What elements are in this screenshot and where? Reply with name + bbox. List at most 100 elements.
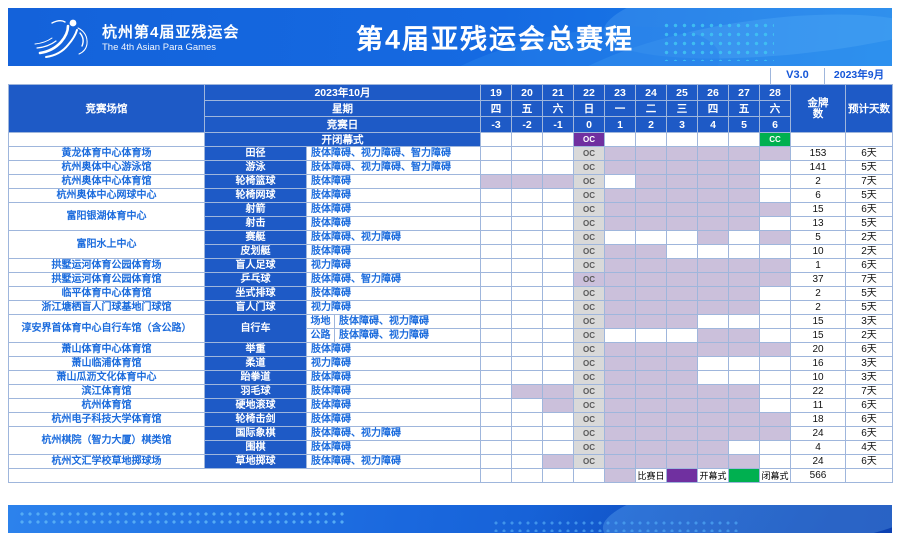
scheduled-day-cell bbox=[604, 286, 636, 301]
oc-day-cell: OC bbox=[573, 244, 605, 259]
legend-matchday-swatch bbox=[604, 468, 636, 483]
date-header-28: 28 bbox=[759, 84, 791, 101]
date-header-25: 25 bbox=[666, 84, 698, 101]
empty-day-cell bbox=[542, 440, 574, 455]
weekday-header-28: 六 bbox=[759, 100, 791, 117]
sport-cell: 自行车 bbox=[204, 314, 307, 343]
empty-day-cell bbox=[542, 426, 574, 441]
empty-day-cell bbox=[759, 300, 791, 315]
scheduled-day-cell bbox=[604, 370, 636, 385]
empty-day-cell bbox=[480, 216, 512, 231]
empty-day-cell bbox=[480, 342, 512, 357]
category-cell: 肢体障碍 bbox=[306, 398, 481, 413]
oc-day-cell: OC bbox=[573, 454, 605, 469]
empty-day-cell bbox=[480, 370, 512, 385]
empty-day-cell bbox=[511, 286, 543, 301]
date-header-23: 23 bbox=[604, 84, 636, 101]
competition-day-number-25: 3 bbox=[666, 116, 698, 133]
scheduled-day-cell bbox=[728, 426, 760, 441]
venue-cell: 杭州棋院（智力大厦）棋类馆 bbox=[8, 426, 205, 455]
scheduled-day-cell bbox=[697, 412, 729, 427]
oc-day-cell: OC bbox=[573, 440, 605, 455]
ceremony-day-cell bbox=[604, 132, 636, 147]
empty-day-cell bbox=[728, 244, 760, 259]
ceremony-day-cell bbox=[666, 132, 698, 147]
empty-day-cell bbox=[511, 258, 543, 273]
competition-day-number-23: 1 bbox=[604, 116, 636, 133]
oc-day-cell: OC bbox=[573, 342, 605, 357]
empty-day-cell bbox=[511, 440, 543, 455]
sport-cell: 举重 bbox=[204, 342, 307, 357]
estimated-days-cell: 6天 bbox=[845, 412, 893, 427]
estimated-days-cell: 6天 bbox=[845, 258, 893, 273]
weekday-row-label: 星期 bbox=[204, 100, 481, 117]
publish-date: 2023年9月 bbox=[833, 69, 885, 81]
gold-count-cell: 20 bbox=[790, 342, 846, 357]
empty-day-cell bbox=[480, 454, 512, 469]
empty-day-cell bbox=[666, 244, 698, 259]
scheduled-day-cell bbox=[604, 426, 636, 441]
oc-day-cell: OC bbox=[573, 300, 605, 315]
empty-day-cell bbox=[480, 272, 512, 287]
scheduled-day-cell bbox=[604, 342, 636, 357]
scheduled-day-cell bbox=[604, 188, 636, 203]
empty-day-cell bbox=[759, 454, 791, 469]
scheduled-day-cell bbox=[759, 342, 791, 357]
legend-left-blank bbox=[8, 468, 481, 483]
category-cell: 肢体障碍 bbox=[306, 216, 481, 231]
venue-cell: 杭州奥体中心游泳馆 bbox=[8, 160, 205, 175]
scheduled-day-cell bbox=[666, 216, 698, 231]
date-header-27: 27 bbox=[728, 84, 760, 101]
scheduled-day-cell bbox=[635, 286, 667, 301]
oc-day-cell: OC bbox=[573, 370, 605, 385]
scheduled-day-cell bbox=[697, 230, 729, 245]
venue-cell: 富阳水上中心 bbox=[8, 230, 205, 259]
logo-text-block: 杭州第4届亚残运会 The 4th Asian Para Games bbox=[102, 23, 239, 54]
scheduled-day-cell bbox=[697, 202, 729, 217]
venue-cell: 黄龙体育中心体育场 bbox=[8, 146, 205, 161]
estimated-days-cell: 2天 bbox=[845, 230, 893, 245]
weekday-header-24: 二 bbox=[635, 100, 667, 117]
scheduled-day-cell bbox=[728, 272, 760, 287]
ceremony-day-cell bbox=[511, 132, 543, 147]
scheduled-day-cell bbox=[635, 202, 667, 217]
category-cell: 肢体障碍、视力障碍 bbox=[306, 230, 481, 245]
sport-cell: 坐式排球 bbox=[204, 286, 307, 301]
scheduled-day-cell bbox=[666, 174, 698, 189]
category-cell: 肢体障碍、视力障碍 bbox=[306, 426, 481, 441]
scheduled-day-cell bbox=[728, 342, 760, 357]
scheduled-day-cell bbox=[635, 146, 667, 161]
oc-day-cell: OC bbox=[573, 174, 605, 189]
sport-cell: 柔道 bbox=[204, 356, 307, 371]
sport-cell: 围棋 bbox=[204, 440, 307, 455]
scheduled-day-cell bbox=[635, 342, 667, 357]
scheduled-day-cell bbox=[728, 174, 760, 189]
scheduled-day-cell bbox=[666, 398, 698, 413]
sport-cell: 田径 bbox=[204, 146, 307, 161]
dot-pattern-decoration bbox=[662, 21, 774, 61]
scheduled-day-cell bbox=[635, 244, 667, 259]
schedule-table: 竞赛场馆 2023年10月 19 20 21 22 23 24 25 26 27 28 金牌 数预计天数… bbox=[8, 84, 893, 483]
empty-day-cell bbox=[511, 314, 543, 329]
scheduled-day-cell bbox=[666, 160, 698, 175]
scheduled-day-cell bbox=[604, 412, 636, 427]
scheduled-day-cell bbox=[666, 258, 698, 273]
empty-day-cell bbox=[511, 202, 543, 217]
scheduled-day-cell bbox=[635, 216, 667, 231]
scheduled-day-cell bbox=[697, 300, 729, 315]
estimated-days-cell: 7天 bbox=[845, 272, 893, 287]
empty-day-cell bbox=[480, 188, 512, 203]
scheduled-day-cell bbox=[697, 272, 729, 287]
empty-day-cell bbox=[542, 230, 574, 245]
oc-day-cell: OC bbox=[573, 216, 605, 231]
oc-day-cell: OC bbox=[573, 426, 605, 441]
empty-day-cell bbox=[542, 244, 574, 259]
estimated-days-header: 预计天数 bbox=[845, 84, 893, 133]
scheduled-day-cell bbox=[542, 398, 574, 413]
gold-count-cell: 24 bbox=[790, 426, 846, 441]
empty-day-cell bbox=[542, 286, 574, 301]
gold-count-cell: 2 bbox=[790, 286, 846, 301]
scheduled-day-cell bbox=[604, 272, 636, 287]
date-header-24: 24 bbox=[635, 84, 667, 101]
empty-day-cell bbox=[542, 370, 574, 385]
